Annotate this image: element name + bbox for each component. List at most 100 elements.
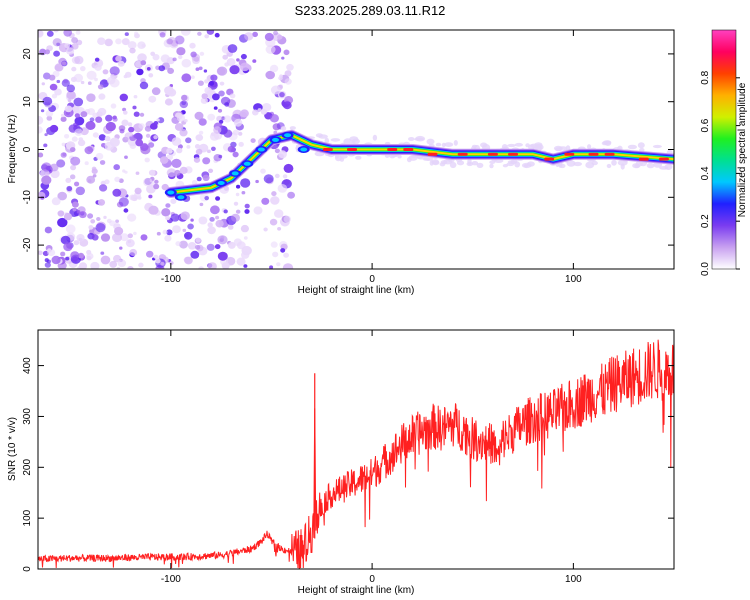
noise-blob (134, 187, 142, 195)
noise-blob (269, 64, 279, 73)
noise-blob (144, 125, 152, 132)
noise-blob (170, 198, 177, 204)
noise-blob (109, 260, 118, 268)
noise-blob (129, 47, 136, 54)
colorbar-tick-label: 0.6 (700, 118, 711, 132)
noise-blob (128, 126, 135, 133)
noise-blob (51, 93, 58, 99)
noise-blob (127, 41, 137, 50)
noise-blob (174, 169, 181, 176)
noise-blob (157, 117, 165, 124)
noise-blob (148, 142, 155, 148)
noise-blob (190, 51, 197, 58)
noise-blob (184, 231, 193, 240)
noise-blob (64, 105, 73, 113)
noise-blob (64, 134, 70, 139)
noise-blob (42, 96, 53, 106)
noise-blob (215, 215, 220, 220)
noise-blob (117, 60, 125, 67)
noise-blob (41, 162, 52, 172)
y-tick-label: 10 (22, 96, 33, 108)
noise-blob (274, 173, 280, 179)
snr-series-line (38, 339, 674, 569)
noise-blob (203, 69, 208, 73)
noise-blob (284, 78, 292, 85)
track-hotspot (544, 157, 555, 161)
noise-blob (123, 110, 128, 115)
snr-y-label: SNR (10 * v/v) (7, 417, 18, 481)
noise-blob (198, 216, 208, 225)
noise-blob (209, 217, 215, 222)
noise-blob (72, 207, 77, 212)
noise-blob (151, 87, 161, 96)
halo-blob (467, 158, 472, 165)
noise-blob (115, 219, 119, 223)
noise-blob (238, 141, 244, 147)
noise-blob (210, 74, 218, 81)
snr-panel: -100 0 100 0 100 200 300 400 Height of straigh… (7, 329, 675, 596)
noise-blob (71, 136, 78, 142)
noise-blob (80, 80, 85, 85)
x-tick-label: 0 (369, 274, 375, 285)
noise-blob (63, 212, 73, 221)
noise-blob (70, 164, 77, 171)
noise-blob (195, 67, 200, 71)
noise-blob (133, 111, 140, 117)
noise-blob (190, 218, 194, 222)
snr-x-ticks: -100 0 100 (161, 330, 582, 585)
noise-blob (133, 231, 137, 236)
noise-blob (53, 50, 60, 57)
track-hotspot (403, 148, 414, 151)
noise-blob (109, 66, 120, 76)
halo-blob (489, 160, 496, 165)
noise-blob (189, 42, 196, 49)
noise-blob (167, 88, 177, 97)
noise-blob (70, 76, 77, 83)
noise-blob (94, 57, 100, 62)
noise-blob (283, 215, 291, 223)
track-hotspot (387, 148, 398, 151)
noise-blob (46, 30, 54, 37)
noise-blob (243, 264, 248, 268)
noise-blob (71, 43, 79, 50)
noise-blob (86, 255, 92, 261)
noise-blob (193, 56, 200, 62)
noise-blob (145, 133, 151, 138)
noise-blob (244, 32, 254, 41)
noise-blob (148, 169, 156, 176)
noise-blob (146, 250, 154, 258)
noise-blob (241, 191, 246, 195)
noise-blob (240, 53, 247, 60)
noise-blob (38, 115, 44, 125)
noise-blob (171, 158, 182, 168)
noise-blob (112, 188, 122, 197)
noise-blob (233, 201, 239, 206)
noise-blob (271, 191, 277, 197)
noise-blob (265, 70, 276, 80)
noise-blob (194, 111, 204, 120)
noise-blob (244, 203, 250, 209)
noise-blob (75, 30, 81, 35)
noise-blob (195, 134, 204, 142)
noise-blob (46, 115, 53, 121)
track-hotspot (487, 152, 498, 156)
noise-blob (70, 156, 81, 166)
noise-blob (181, 58, 192, 68)
noise-blob (153, 135, 158, 140)
noise-blob (138, 262, 144, 268)
noise-blob (172, 225, 181, 234)
noise-blob (179, 100, 188, 109)
noise-blob (110, 73, 115, 78)
halo-blob (664, 163, 673, 170)
noise-blob (229, 93, 236, 99)
noise-blob (104, 136, 111, 142)
noise-blob (255, 179, 259, 184)
noise-blob (198, 118, 207, 126)
noise-blob (148, 73, 154, 78)
colorbar-tick-label: 0.4 (700, 166, 711, 180)
track-clump-core (177, 195, 185, 200)
track-clump-core (243, 161, 251, 166)
noise-blob (98, 93, 106, 100)
noise-blob (112, 115, 117, 120)
noise-blob (99, 184, 108, 192)
